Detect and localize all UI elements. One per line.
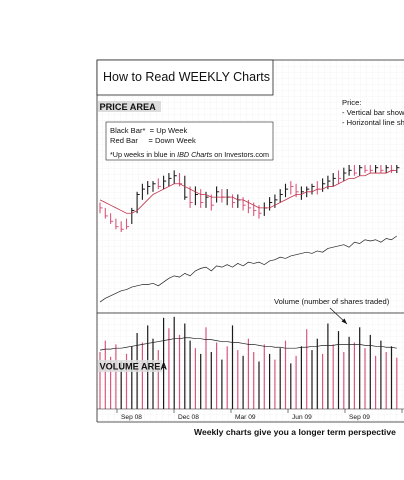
volume-area-label: VOLUME AREA bbox=[100, 362, 168, 372]
price-bar-up bbox=[163, 175, 167, 190]
price-bar-down bbox=[120, 221, 124, 232]
price-area-label: PRICE AREA bbox=[100, 102, 157, 112]
price-bar-down bbox=[104, 207, 108, 219]
legend-note-italic: IBD Charts bbox=[177, 150, 213, 159]
price-bar-up bbox=[332, 173, 336, 187]
legend-note-prefix: *Up weeks in blue in bbox=[110, 150, 177, 159]
price-bar-up bbox=[322, 178, 326, 192]
price-bar-up bbox=[194, 186, 198, 206]
price-bar-up bbox=[284, 183, 289, 198]
price-annotation-line1: - Vertical bar shows bbox=[342, 108, 404, 117]
price-bar-up bbox=[300, 186, 304, 200]
legend-black-bar: Black Bar* = Up Week bbox=[110, 126, 188, 135]
x-tick-label-dec-08: Dec 08 bbox=[178, 414, 199, 421]
chart-title: How to Read WEEKLY Charts bbox=[103, 70, 270, 84]
x-axis: Sep 08 Dec 08 Mar 09 Jun 09 Sep 09 bbox=[116, 409, 403, 421]
price-lines bbox=[99, 169, 398, 303]
price-annotation-line2: - Horizontal line sho bbox=[342, 118, 404, 127]
price-bar-up bbox=[359, 165, 363, 176]
x-tick-label-sep-08: Sep 08 bbox=[121, 414, 142, 421]
relative-strength-line bbox=[99, 235, 398, 303]
price-bar-up bbox=[311, 183, 315, 195]
price-bar-up bbox=[168, 173, 172, 187]
price-bar-up bbox=[279, 189, 283, 203]
price-bar-up bbox=[136, 191, 140, 214]
price-bar-down bbox=[242, 197, 246, 211]
price-bar-down bbox=[200, 189, 204, 208]
legend-note: *Up weeks in blue in IBD Charts on Inves… bbox=[110, 150, 269, 159]
volume-annotation-arrowhead bbox=[341, 318, 347, 324]
price-bar-down bbox=[115, 218, 119, 230]
legend-red-bar: Red Bar = Down Week bbox=[110, 136, 196, 145]
price-bar-down bbox=[189, 186, 193, 208]
price-bar-up bbox=[184, 175, 188, 200]
price-bar-down bbox=[337, 170, 342, 184]
price-bar-down bbox=[110, 213, 114, 224]
price-bar-up bbox=[173, 170, 177, 184]
price-bar-down bbox=[99, 202, 103, 214]
price-area-label-bg bbox=[98, 101, 161, 112]
price-bar-down bbox=[364, 165, 368, 174]
price-bar-up bbox=[343, 167, 347, 182]
price-bar-down bbox=[290, 181, 294, 195]
price-annotation-heading: Price: bbox=[342, 98, 361, 107]
x-tick-label-jun-09: Jun 09 bbox=[292, 414, 312, 421]
volume-bars bbox=[99, 316, 398, 409]
chart-caption: Weekly charts give you a longer term per… bbox=[194, 427, 396, 437]
price-bars bbox=[99, 165, 400, 232]
x-tick-label-mar-09: Mar 09 bbox=[235, 414, 256, 421]
price-bar-up bbox=[385, 165, 389, 174]
price-bar-down bbox=[231, 194, 236, 208]
price-bar-up bbox=[216, 186, 220, 203]
price-bar-down bbox=[380, 165, 384, 174]
price-bar-down bbox=[353, 165, 357, 176]
volume-area-label-bg bbox=[98, 360, 162, 372]
price-bar-up bbox=[375, 165, 379, 174]
price-bar-up bbox=[141, 183, 145, 200]
price-bar-up bbox=[348, 165, 352, 176]
title-box bbox=[96, 59, 274, 96]
price-bar-down bbox=[157, 178, 161, 190]
price-bar-up bbox=[396, 165, 400, 174]
legend-box bbox=[105, 121, 274, 161]
price-bar-up bbox=[269, 197, 273, 211]
price-bar-up bbox=[152, 181, 156, 192]
x-tick-label-sep-09: Sep 09 bbox=[349, 414, 370, 421]
price-bar-down bbox=[125, 218, 130, 230]
price-bar-up bbox=[131, 207, 135, 224]
moving-average-line bbox=[99, 169, 397, 214]
volume-average-line bbox=[99, 337, 397, 351]
legend-note-suffix: on Investors.com bbox=[212, 150, 269, 159]
volume-annotation: Volume (number of shares traded) bbox=[274, 297, 390, 306]
price-bar-up bbox=[147, 181, 151, 195]
price-bar-down bbox=[369, 165, 373, 174]
